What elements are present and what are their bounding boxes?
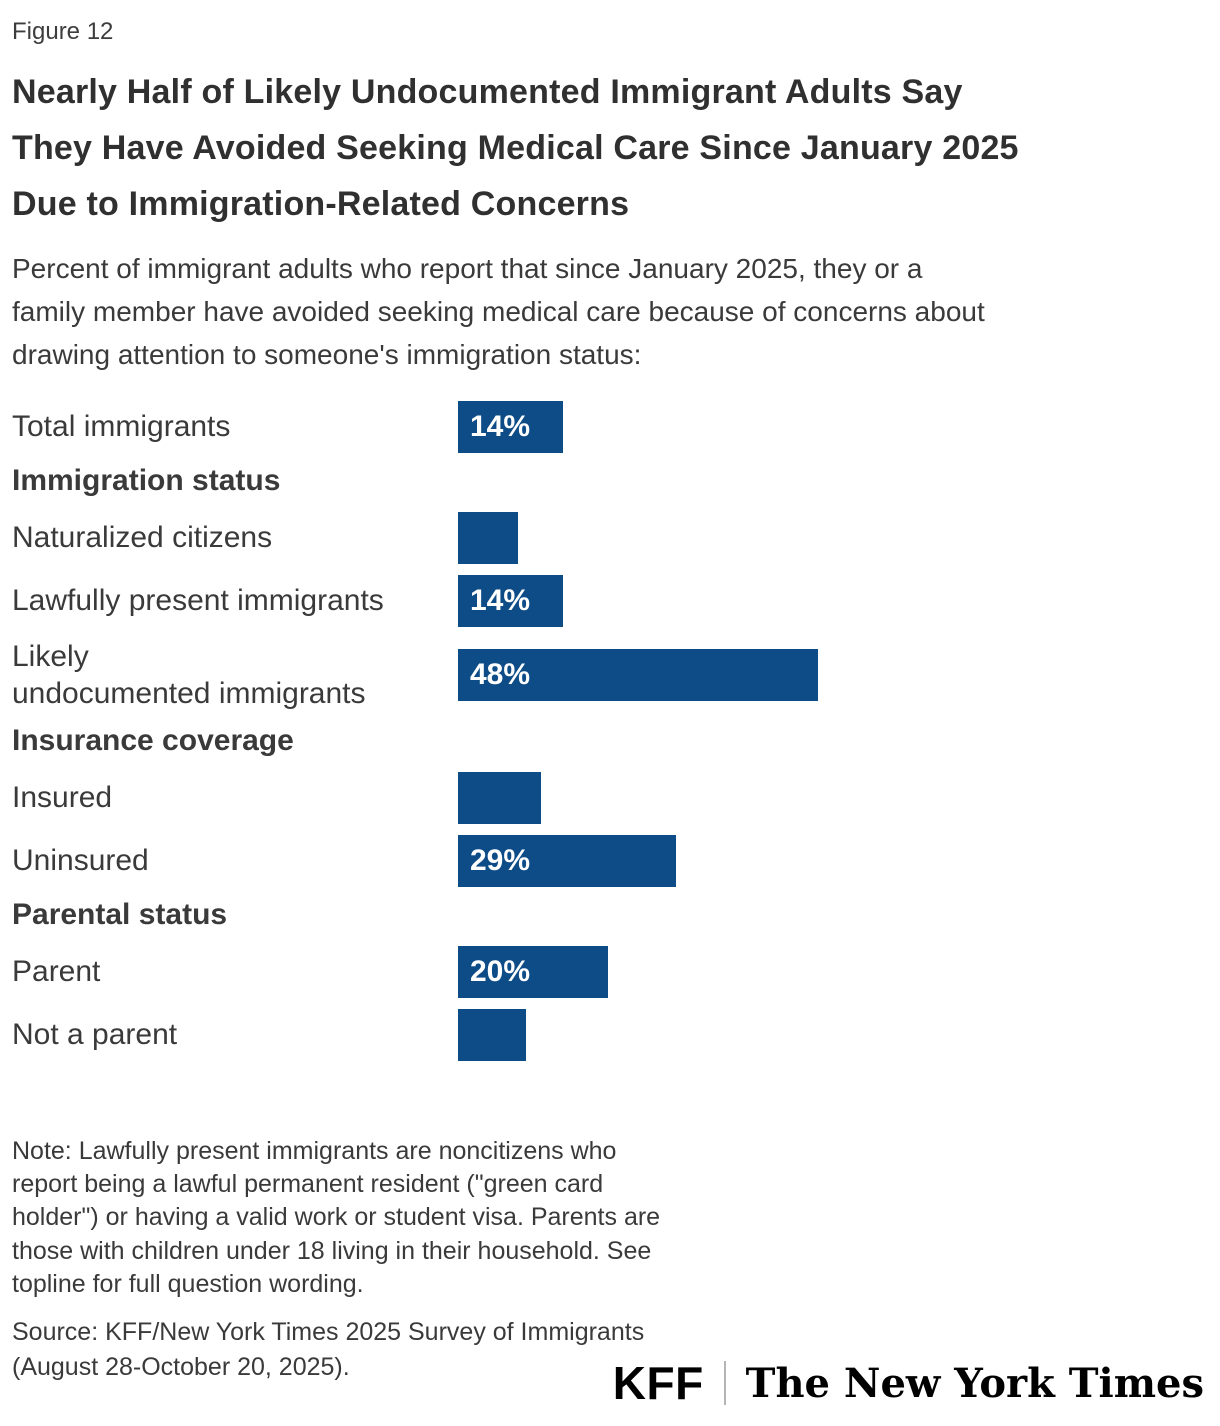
bar xyxy=(458,511,518,564)
section-header: Parental status xyxy=(12,897,228,931)
bar: 29% xyxy=(458,834,676,887)
chart-row: Parent 20% xyxy=(12,945,1208,998)
bar-track: 48% xyxy=(458,649,1208,702)
bar: 14% xyxy=(458,574,563,627)
chart-row: Total immigrants 14% xyxy=(12,400,1208,453)
bar-label: Insured xyxy=(12,781,113,815)
bar xyxy=(458,1008,526,1061)
bar: 14% xyxy=(458,400,563,453)
note-text: Note: Lawfully present immigrants are no… xyxy=(12,1136,661,1298)
kff-logo: KFF xyxy=(612,1357,704,1409)
bar-value-label: 14% xyxy=(470,409,531,443)
section-header-row: Parental status xyxy=(12,898,1208,932)
bar xyxy=(458,771,541,824)
bar-track xyxy=(458,1008,1208,1061)
chart-row: Uninsured 29% xyxy=(12,834,1208,887)
figure-label: Figure 12 xyxy=(12,18,114,45)
bar-value-label: 29% xyxy=(470,843,531,877)
chart-row: Naturalized citizens xyxy=(12,511,1208,564)
source-text: Source: KFF/New York Times 2025 Survey o… xyxy=(12,1318,645,1381)
bar: 48% xyxy=(458,649,818,702)
logo-lockup: KFF The New York Times xyxy=(613,1356,1204,1410)
chart-subtitle: Percent of immigrant adults who report t… xyxy=(12,253,985,370)
bar-value-label: 20% xyxy=(470,954,531,988)
bar-value-label: 48% xyxy=(470,658,531,692)
bar-track: 14% xyxy=(458,574,1208,627)
bar-track xyxy=(458,771,1208,824)
chart-row: Not a parent xyxy=(12,1008,1208,1061)
bar: 20% xyxy=(458,945,608,998)
bar-label: Parent xyxy=(12,955,101,989)
bar-track: 14% xyxy=(458,400,1208,453)
chart-row: Lawfully present immigrants 14% xyxy=(12,574,1208,627)
section-header: Insurance coverage xyxy=(12,723,294,757)
bar-value-label: 14% xyxy=(470,583,531,617)
section-header: Immigration status xyxy=(12,463,281,497)
footer: Note: Lawfully present immigrants are no… xyxy=(12,1135,1208,1384)
bar-label: Uninsured xyxy=(12,844,149,878)
bar-label: Total immigrants xyxy=(12,410,231,444)
nyt-logo: The New York Times xyxy=(745,1359,1204,1407)
logo-divider xyxy=(723,1361,726,1405)
bar-track: 20% xyxy=(458,945,1208,998)
chart-row: Likely undocumented immigrants 48% xyxy=(12,638,1208,713)
chart-row: Insured xyxy=(12,771,1208,824)
bar-label: Not a parent xyxy=(12,1018,178,1052)
bar-track xyxy=(458,511,1208,564)
bar-track: 29% xyxy=(458,834,1208,887)
section-header-row: Insurance coverage xyxy=(12,724,1208,758)
chart-title: Nearly Half of Likely Undocumented Immig… xyxy=(12,73,1019,224)
bar-label: Lawfully present immigrants xyxy=(12,584,384,618)
bar-chart: Total immigrants 14% Immigration status Nat… xyxy=(12,400,1208,1061)
bar-label: Likely undocumented immigrants xyxy=(12,639,366,711)
section-header-row: Immigration status xyxy=(12,464,1208,498)
bar-label: Naturalized citizens xyxy=(12,521,273,555)
